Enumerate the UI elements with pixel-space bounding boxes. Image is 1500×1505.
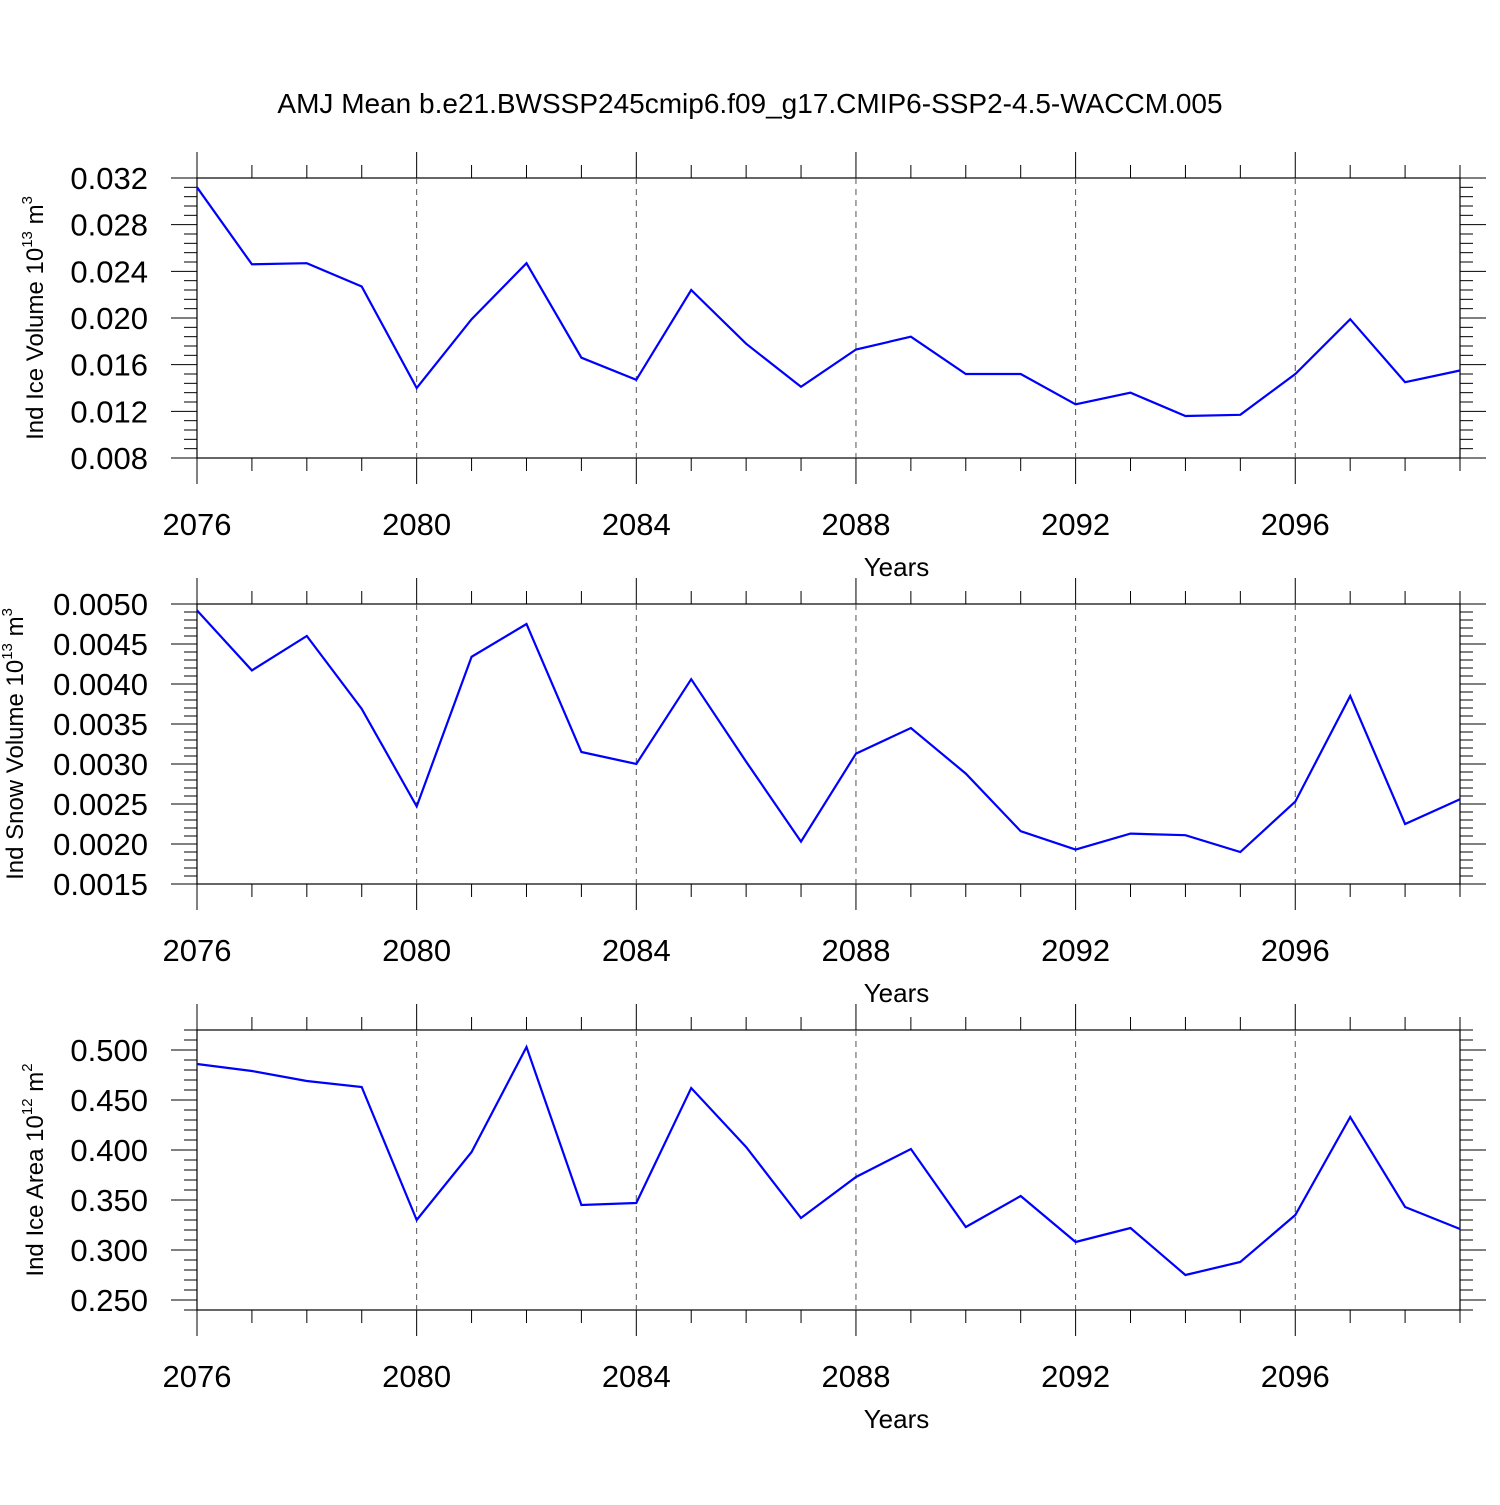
- y-tick-label: 0.032: [70, 161, 148, 196]
- x-tick-label: 2092: [1041, 933, 1110, 968]
- y-axis-title: Ind Ice Volume 1013 m3: [19, 196, 49, 440]
- panel-2: 2076 2080 2084 2088 2092 2096 Years 0.0015 0.002…: [0, 578, 1486, 1008]
- y-axis-title-unit: m: [22, 1072, 49, 1099]
- x-tick-label: 2084: [602, 1359, 671, 1394]
- y-axis-title-text: Ind Ice Volume 10: [22, 248, 49, 440]
- y-axis-title: Ind Ice Area 1012 m2: [19, 1063, 49, 1276]
- y-axis-title-unit-exponent: 2: [19, 1063, 36, 1071]
- x-tick-label: 2088: [821, 507, 890, 542]
- x-tick-label: 2088: [821, 933, 890, 968]
- panel-3: 2076 2080 2084 2088 2092 2096 Years 0.250 0.300 0…: [19, 1004, 1486, 1434]
- x-tick-label: 2084: [602, 933, 671, 968]
- y-tick-label: 0.0020: [53, 827, 148, 862]
- y-tick-label: 0.0030: [53, 747, 148, 782]
- x-axis-title: Years: [864, 1404, 930, 1434]
- x-axis-title: Years: [864, 552, 930, 582]
- y-tick-label: 0.0025: [53, 787, 148, 822]
- x-tick-label: 2096: [1261, 1359, 1330, 1394]
- y-tick-label: 0.300: [70, 1233, 148, 1268]
- plot-frame: [197, 178, 1460, 458]
- x-axis-title: Years: [864, 978, 930, 1008]
- x-tick-label: 2092: [1041, 1359, 1110, 1394]
- x-tick-label: 2096: [1261, 507, 1330, 542]
- x-tick-label: 2080: [382, 933, 451, 968]
- y-tick-label: 0.020: [70, 301, 148, 336]
- series-line: [197, 1047, 1460, 1275]
- y-tick-label: 0.0035: [53, 707, 148, 742]
- y-tick-label: 0.028: [70, 208, 148, 243]
- y-tick-label: 0.500: [70, 1033, 148, 1068]
- x-tick-label: 2076: [163, 1359, 232, 1394]
- y-axis-title-unit-exponent: 3: [0, 608, 16, 616]
- figure-title: AMJ Mean b.e21.BWSSP245cmip6.f09_g17.CMI…: [277, 88, 1222, 119]
- y-axis-title: Ind Snow Volume 1013 m3: [0, 608, 29, 880]
- y-tick-label: 0.016: [70, 348, 148, 383]
- y-tick-label: 0.0015: [53, 867, 148, 902]
- x-tick-label: 2080: [382, 507, 451, 542]
- y-tick-label: 0.250: [70, 1283, 148, 1318]
- y-tick-label: 0.008: [70, 441, 148, 476]
- series-line: [197, 187, 1460, 416]
- y-tick-label: 0.0040: [53, 667, 148, 702]
- panel-1: 2076 2080 2084 2088 2092 2096 Years 0.008 0.012 0…: [19, 152, 1486, 582]
- y-axis-title-unit: m: [2, 616, 29, 643]
- y-axis-title-text: Ind Snow Volume 10: [2, 660, 29, 880]
- x-tick-label: 2088: [821, 1359, 890, 1394]
- y-tick-label: 0.350: [70, 1183, 148, 1218]
- x-tick-label: 2076: [163, 507, 232, 542]
- y-axis-title-unit: m: [22, 204, 49, 231]
- x-tick-label: 2096: [1261, 933, 1330, 968]
- y-tick-label: 0.400: [70, 1133, 148, 1168]
- y-axis-title-unit-exponent: 3: [19, 196, 36, 204]
- y-tick-label: 0.0050: [53, 587, 148, 622]
- y-tick-label: 0.024: [70, 254, 148, 289]
- y-axis-title-exponent: 13: [19, 231, 36, 248]
- plot-frame: [197, 604, 1460, 884]
- x-tick-label: 2076: [163, 933, 232, 968]
- x-tick-label: 2080: [382, 1359, 451, 1394]
- y-axis-title-exponent: 13: [0, 643, 16, 660]
- x-tick-label: 2092: [1041, 507, 1110, 542]
- series-line: [197, 610, 1460, 852]
- plot-frame: [197, 1030, 1460, 1310]
- y-axis-title-exponent: 12: [19, 1098, 36, 1115]
- y-tick-label: 0.0045: [53, 627, 148, 662]
- y-tick-label: 0.012: [70, 394, 148, 429]
- x-tick-label: 2084: [602, 507, 671, 542]
- y-tick-label: 0.450: [70, 1083, 148, 1118]
- y-axis-title-text: Ind Ice Area 10: [22, 1115, 49, 1276]
